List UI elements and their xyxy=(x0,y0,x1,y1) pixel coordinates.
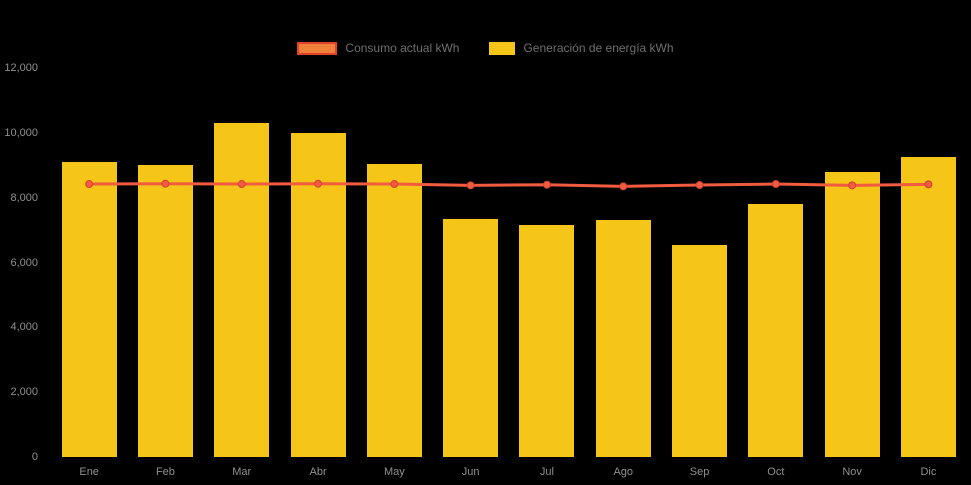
line-point-mar[interactable] xyxy=(237,180,246,189)
legend-item-generacion[interactable]: Generación de energía kWh xyxy=(489,41,674,55)
generacion-bar-swatch-icon xyxy=(489,41,516,55)
y-axis-tick-label: 6,000 xyxy=(10,256,38,269)
line-point-jun[interactable] xyxy=(466,181,475,190)
bar-nov[interactable] xyxy=(824,171,880,457)
line-point-ene[interactable] xyxy=(85,180,94,189)
y-axis-tick-label: 0 xyxy=(31,451,38,463)
bar-mar[interactable] xyxy=(214,123,270,457)
line-point-ago[interactable] xyxy=(619,182,628,191)
line-point-may[interactable] xyxy=(390,180,399,189)
x-axis-label-dic: Dic xyxy=(920,466,937,478)
y-axis-tick-label: 12,000 xyxy=(4,62,38,74)
x-axis-label-feb: Feb xyxy=(155,466,175,478)
x-axis-label-ago: Ago xyxy=(613,466,634,478)
y-axis-tick-label: 4,000 xyxy=(10,321,38,334)
line-point-abr[interactable] xyxy=(314,179,323,188)
x-axis-label-jul: Jul xyxy=(539,466,554,478)
x-axis-label-sep: Sep xyxy=(689,466,710,478)
consumo-line-swatch-icon xyxy=(297,41,338,55)
x-axis-label-ene: Ene xyxy=(79,466,99,478)
y-axis-tick-label: 8,000 xyxy=(10,191,38,204)
consumption-line xyxy=(89,182,929,188)
bar-ago[interactable] xyxy=(595,220,651,457)
bar-sep[interactable] xyxy=(672,244,728,457)
legend-item-consumo[interactable]: Consumo actual kWh xyxy=(297,41,459,55)
bar-may[interactable] xyxy=(366,163,422,457)
bar-ene[interactable] xyxy=(61,162,117,457)
x-axis-label-nov: Nov xyxy=(842,466,862,478)
bar-jul[interactable] xyxy=(519,225,575,457)
chart-legend: Consumo actual kWh Generación de energía… xyxy=(0,41,971,55)
legend-label-consumo: Consumo actual kWh xyxy=(345,41,460,55)
line-point-sep[interactable] xyxy=(695,181,704,190)
y-axis-tick-label: 2,000 xyxy=(10,386,38,399)
bar-oct[interactable] xyxy=(748,204,804,457)
x-axis-label-may: May xyxy=(383,466,405,478)
line-point-nov[interactable] xyxy=(848,181,857,190)
legend-label-generacion: Generación de energía kWh xyxy=(523,41,674,55)
bar-dic[interactable] xyxy=(900,157,956,457)
x-axis-label-jun: Jun xyxy=(461,466,480,478)
bar-feb[interactable] xyxy=(137,165,193,457)
y-axis-tick-label: 10,000 xyxy=(4,126,38,139)
line-point-dic[interactable] xyxy=(924,180,933,189)
line-point-feb[interactable] xyxy=(161,179,170,188)
line-point-oct[interactable] xyxy=(771,180,780,189)
x-axis-label-abr: Abr xyxy=(309,466,327,478)
bar-jun[interactable] xyxy=(443,218,499,457)
line-point-jul[interactable] xyxy=(542,180,551,189)
x-axis-label-oct: Oct xyxy=(767,466,785,478)
x-axis-label-mar: Mar xyxy=(232,466,252,478)
